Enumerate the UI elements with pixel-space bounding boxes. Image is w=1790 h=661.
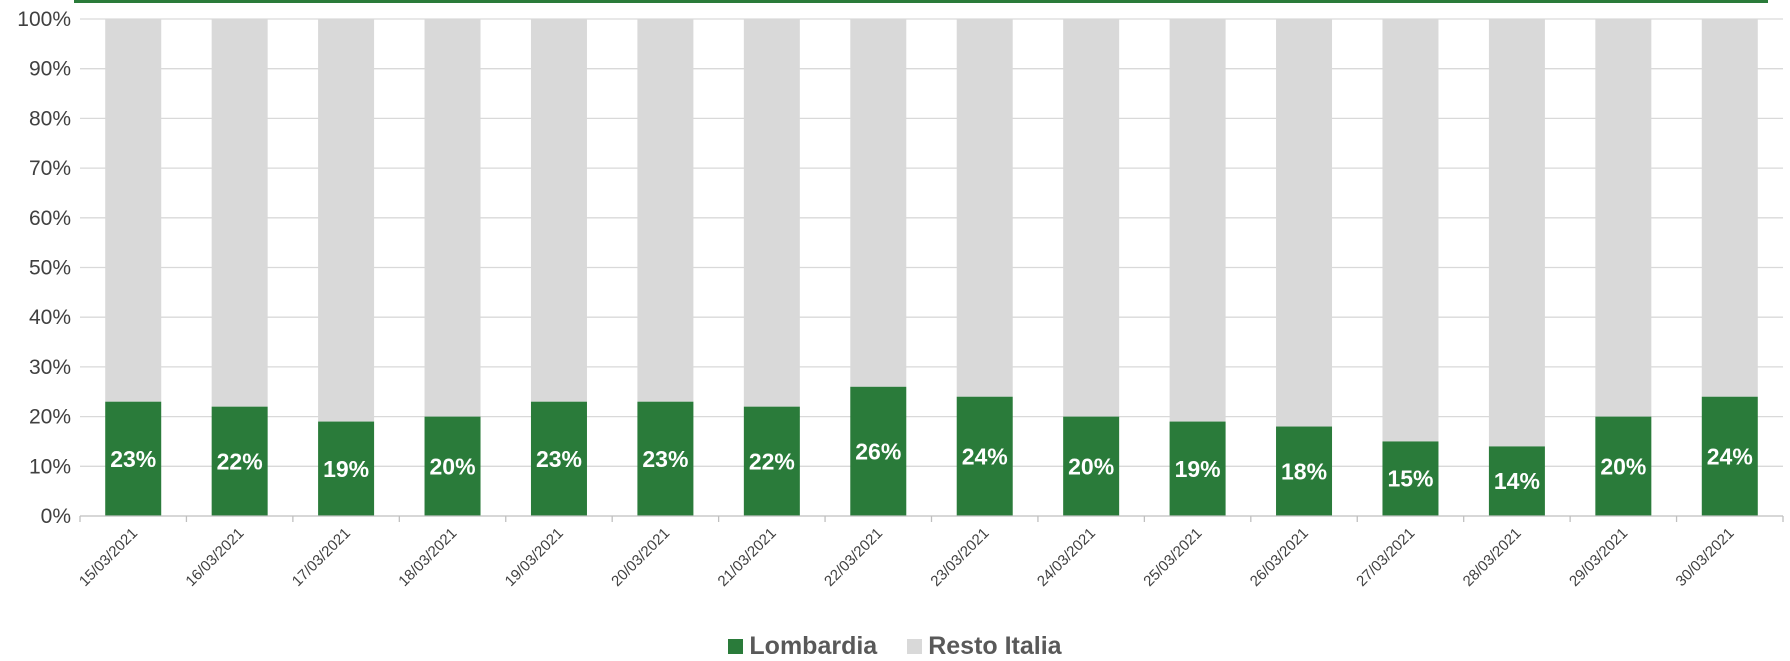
data-label-lombardia: 19%: [323, 456, 369, 482]
bar-lombardia: [637, 401, 694, 516]
y-tick-label: 30%: [29, 356, 71, 379]
data-label-lombardia: 18%: [1281, 458, 1327, 484]
bar-lombardia: [318, 421, 375, 516]
bar-lombardia: [1701, 396, 1758, 516]
x-tick-label: 26/03/2021: [1247, 525, 1312, 590]
bar-lombardia: [1276, 426, 1333, 516]
bar-lombardia: [1488, 446, 1545, 516]
legend-label-lombardia: Lombardia: [749, 632, 878, 660]
y-tick-label: 90%: [29, 58, 71, 81]
bar-lombardia: [1169, 421, 1226, 516]
data-label-lombardia: 26%: [855, 438, 901, 464]
x-tick-label: 18/03/2021: [395, 525, 460, 590]
data-label-lombardia: 15%: [1387, 466, 1433, 492]
bar-lombardia: [850, 386, 907, 516]
y-tick-label: 80%: [29, 107, 71, 130]
bar-lombardia: [743, 406, 800, 516]
bar-lombardia: [1382, 441, 1439, 516]
bar-resto-italia: [105, 19, 162, 402]
legend-item-lombardia: Lombardia: [728, 632, 877, 661]
x-tick-label: 28/03/2021: [1460, 525, 1525, 590]
y-tick-label: 70%: [29, 157, 71, 180]
bar-resto-italia: [1169, 19, 1226, 422]
x-tick-label: 19/03/2021: [502, 525, 567, 590]
stacked-bar-chart: 0% 10% 20% 30% 40% 50% 60% 70% 80% 90% 100% 23% 22%…: [17, 8, 1784, 590]
y-axis: 0% 10% 20% 30% 40% 50% 60% 70% 80% 90% 100%: [17, 8, 71, 528]
bar-resto-italia: [318, 19, 375, 422]
bar-lombardia: [1063, 416, 1120, 516]
y-tick-label: 40%: [29, 306, 71, 329]
bar-lombardia: [424, 416, 481, 516]
x-tick-label: 15/03/2021: [76, 525, 141, 590]
x-axis: 15/03/2021 16/03/2021 17/03/2021 18/03/2021…: [76, 515, 1784, 590]
x-tick-label: 29/03/2021: [1566, 525, 1631, 590]
bar-resto-italia: [1063, 19, 1120, 417]
data-label-lombardia: 22%: [749, 448, 795, 474]
x-tick-label: 24/03/2021: [1034, 525, 1099, 590]
x-tick-label: 22/03/2021: [821, 525, 886, 590]
x-tick-label: 25/03/2021: [1140, 525, 1205, 590]
legend: Lombardia Resto Italia: [0, 632, 1790, 661]
data-label-lombardia: 24%: [962, 443, 1008, 469]
y-tick-label: 60%: [29, 207, 71, 230]
data-label-lombardia: 20%: [1600, 453, 1646, 479]
bar-resto-italia: [1276, 19, 1333, 427]
y-tick-label: 100%: [17, 8, 71, 31]
y-tick-label: 20%: [29, 406, 71, 429]
legend-swatch-resto-italia: [907, 639, 923, 654]
bar-resto-italia: [1382, 19, 1439, 442]
y-tick-label: 0%: [41, 505, 71, 528]
data-label-lombardia: 23%: [642, 446, 688, 472]
bar-lombardia: [530, 401, 587, 516]
bar-lombardia: [956, 396, 1013, 516]
data-label-lombardia: 19%: [1175, 456, 1221, 482]
x-tick-label: 20/03/2021: [608, 525, 673, 590]
data-label-lombardia: 24%: [1707, 443, 1753, 469]
x-tick-label: 17/03/2021: [289, 525, 354, 590]
bar-lombardia: [1595, 416, 1652, 516]
bar-resto-italia: [637, 19, 694, 402]
x-tick-label: 23/03/2021: [927, 525, 992, 590]
bars: 23% 22% 19% 20% 23% 23% 22% 26% 24% 20% 19% 18% 15% 1…: [105, 19, 1758, 516]
x-tick-label: 16/03/2021: [182, 525, 247, 590]
legend-label-resto-italia: Resto Italia: [928, 632, 1062, 660]
y-tick-label: 50%: [29, 257, 71, 280]
data-label-lombardia: 20%: [1068, 453, 1114, 479]
x-tick-label: 21/03/2021: [715, 525, 780, 590]
bar-resto-italia: [1701, 19, 1758, 397]
bar-resto-italia: [530, 19, 587, 402]
data-label-lombardia: 14%: [1494, 468, 1540, 494]
bar-resto-italia: [956, 19, 1013, 397]
bar-lombardia: [211, 406, 268, 516]
bar-resto-italia: [743, 19, 800, 407]
chart-frame-top-border: [74, 0, 1768, 3]
x-tick-label: 27/03/2021: [1353, 525, 1418, 590]
bar-resto-italia: [424, 19, 481, 417]
bar-resto-italia: [211, 19, 268, 407]
data-label-lombardia: 23%: [110, 446, 156, 472]
bar-resto-italia: [1488, 19, 1545, 447]
legend-item-resto-italia: Resto Italia: [907, 632, 1062, 661]
legend-swatch-lombardia: [728, 639, 744, 654]
data-label-lombardia: 23%: [536, 446, 582, 472]
bar-resto-italia: [850, 19, 907, 387]
x-tick-label: 30/03/2021: [1673, 525, 1738, 590]
data-label-lombardia: 22%: [217, 448, 263, 474]
y-tick-label: 10%: [29, 455, 71, 478]
bar-resto-italia: [1595, 19, 1652, 417]
bar-lombardia: [105, 401, 162, 516]
data-label-lombardia: 20%: [430, 453, 476, 479]
